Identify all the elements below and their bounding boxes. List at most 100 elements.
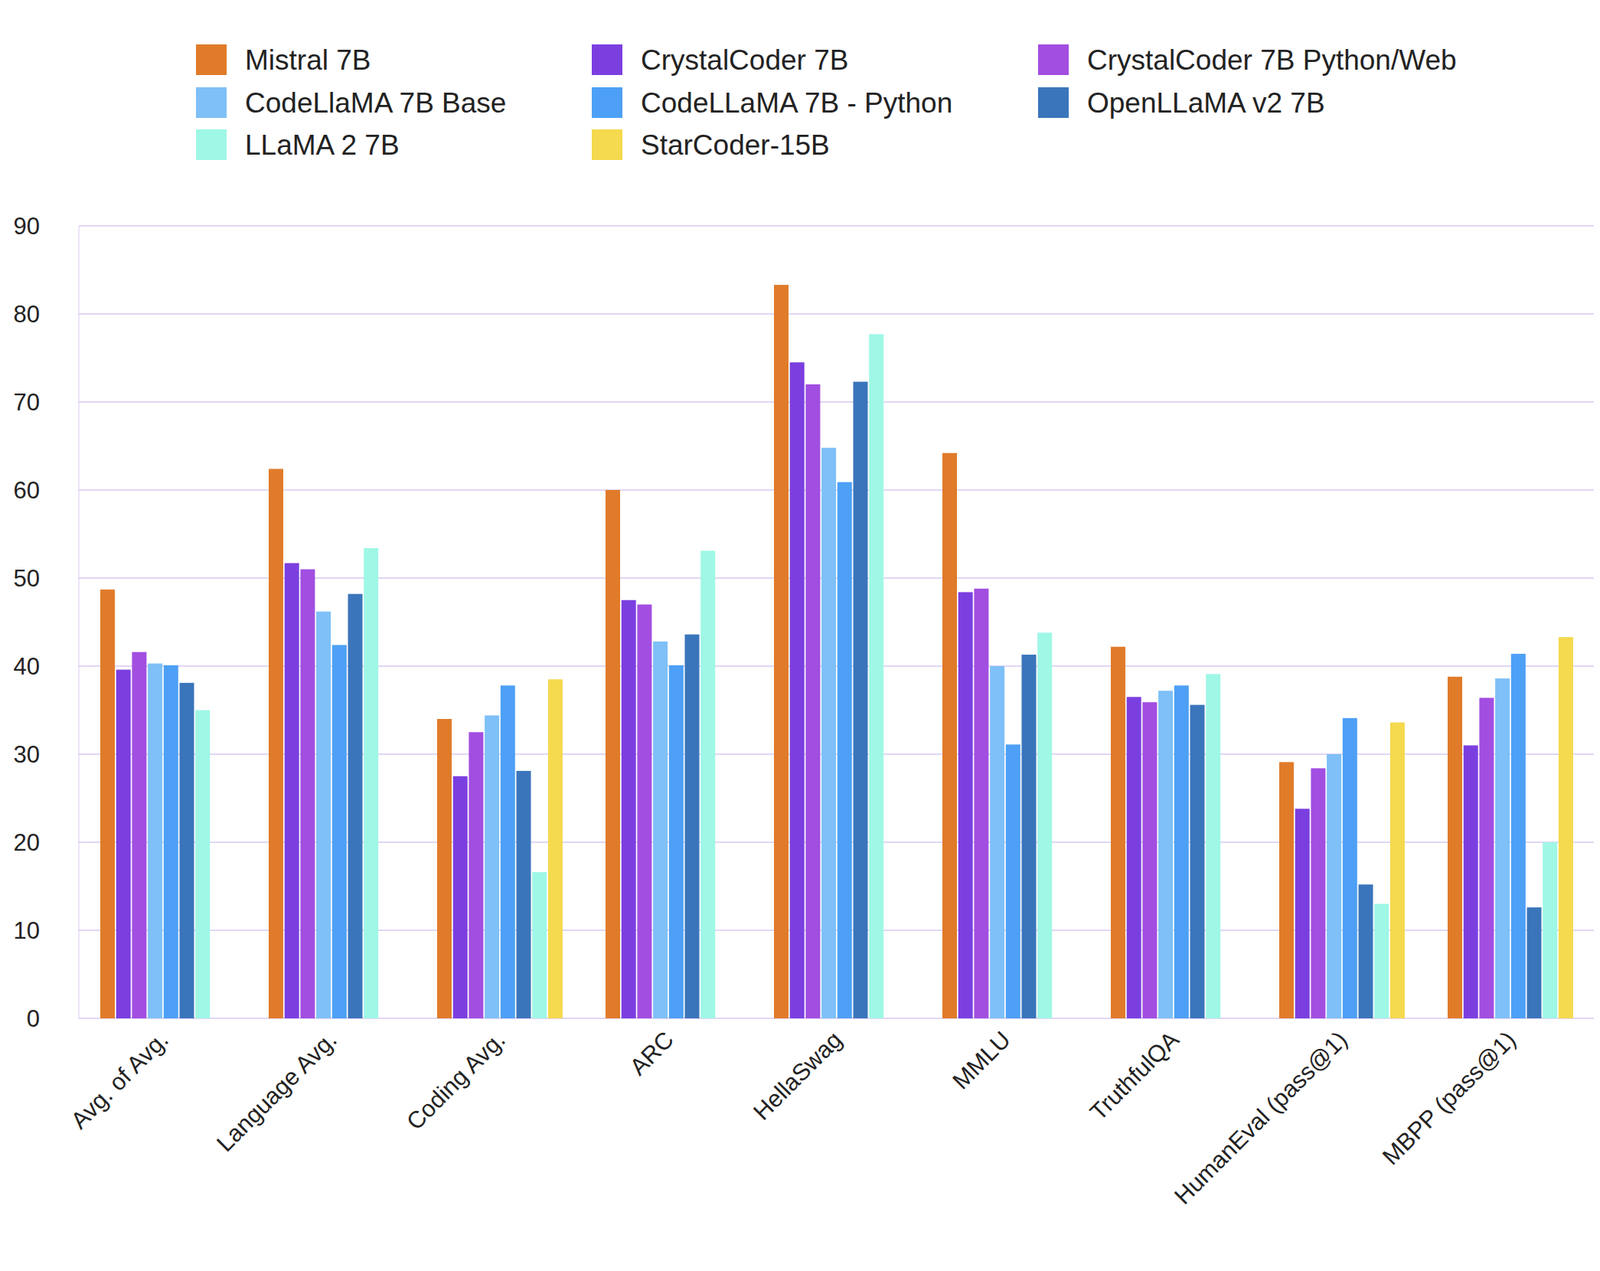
- bar: [773, 284, 789, 1019]
- bar: [653, 641, 668, 1019]
- y-tick-label: 50: [13, 564, 40, 592]
- bar: [548, 679, 563, 1019]
- bar: [1479, 697, 1494, 1019]
- bar: [805, 384, 820, 1019]
- grid: [78, 225, 1594, 1019]
- x-tick-label: Language Avg.: [211, 1025, 343, 1157]
- bar: [284, 562, 300, 1019]
- bar: [621, 600, 637, 1019]
- bar: [316, 611, 331, 1019]
- legend-swatch: [195, 44, 227, 76]
- bar: [348, 594, 363, 1019]
- legend-label: OpenLLaMA v2 7B: [1087, 87, 1326, 119]
- bar: [1542, 842, 1558, 1019]
- bar: [516, 770, 532, 1019]
- bar: [700, 550, 716, 1019]
- legend-swatch: [591, 44, 623, 76]
- bar: [1295, 808, 1310, 1019]
- bar: [1374, 904, 1389, 1019]
- grid-line: [78, 401, 1594, 402]
- bar: [1022, 654, 1037, 1019]
- bar: [116, 669, 131, 1019]
- y-tick-label: 30: [13, 741, 40, 768]
- x-tick-label: Coding Avg.: [401, 1025, 511, 1136]
- grid-line: [78, 225, 1594, 226]
- y-tick-label: 20: [13, 829, 40, 856]
- bar: [1190, 705, 1205, 1019]
- y-tick-label: 60: [13, 476, 40, 504]
- bar: [1358, 884, 1374, 1019]
- legend-label: CodeLlaMA 7B Base: [244, 87, 507, 119]
- legend-swatch: [195, 129, 227, 160]
- bar: [268, 468, 284, 1019]
- x-tick-label: MMLU: [946, 1025, 1016, 1094]
- y-tick-label: 40: [13, 653, 40, 680]
- bar: [669, 665, 684, 1019]
- bar: [605, 489, 621, 1019]
- grid-line: [78, 313, 1594, 314]
- y-tick-label: 90: [13, 212, 40, 240]
- x-tick-label: HellaSwag: [747, 1025, 848, 1126]
- bar: [790, 362, 805, 1019]
- bar: [332, 644, 347, 1019]
- x-tick-label: TruthfulQA: [1084, 1025, 1185, 1126]
- legend-label: StarCoder-15B: [640, 129, 830, 161]
- legend-label: CrystalCoder 7B: [640, 44, 849, 76]
- bar: [1463, 745, 1479, 1019]
- bar: [1126, 696, 1142, 1019]
- bar: [1447, 676, 1463, 1019]
- bar: [300, 569, 315, 1019]
- bar: [453, 776, 468, 1019]
- bar: [1037, 632, 1052, 1019]
- x-tick-label: MBPP (pass@1): [1377, 1025, 1522, 1170]
- bar: [1110, 646, 1126, 1019]
- legend-swatch: [591, 87, 623, 118]
- bar: [1390, 722, 1405, 1019]
- bar: [1558, 636, 1574, 1019]
- bar: [958, 591, 974, 1019]
- chart: 0 10 20 30 40 50 60 70 80 90 Avg. of Avg. Language …: [0, 0, 1600, 1271]
- legend-label: CrystalCoder 7B Python/Web: [1087, 44, 1457, 76]
- bars: [100, 284, 1574, 1019]
- bar: [868, 333, 884, 1019]
- bar: [179, 682, 195, 1019]
- x-tick-label: HumanEval (pass@1): [1168, 1025, 1352, 1209]
- bar: [942, 453, 957, 1019]
- legend-label: CodeLLaMA 7B - Python: [640, 87, 953, 119]
- bar: [500, 685, 516, 1019]
- bar: [195, 710, 210, 1019]
- bar: [131, 652, 147, 1019]
- bar: [1310, 767, 1326, 1019]
- bar: [973, 588, 989, 1019]
- bar: [532, 871, 547, 1019]
- legend-swatch: [195, 87, 227, 118]
- bar: [1495, 678, 1510, 1019]
- x-tick-label: Avg. of Avg.: [65, 1025, 174, 1134]
- bar: [1174, 685, 1189, 1019]
- y-axis-line: [78, 225, 80, 1019]
- bar: [1279, 761, 1294, 1019]
- bar: [837, 482, 853, 1019]
- bar: [100, 589, 115, 1019]
- bar: [484, 715, 500, 1019]
- legend-swatch: [591, 129, 623, 160]
- bar: [1142, 702, 1157, 1019]
- bar: [437, 718, 452, 1019]
- bar: [1527, 907, 1542, 1019]
- x-tick-label: ARC: [624, 1025, 680, 1081]
- bar: [1326, 754, 1342, 1019]
- bar: [147, 663, 163, 1019]
- y-tick-label: 70: [13, 388, 40, 416]
- grid-line: [78, 489, 1594, 490]
- bar: [1342, 718, 1358, 1019]
- bar: [821, 447, 836, 1019]
- bar: [468, 731, 484, 1019]
- y-tick-label: 10: [13, 917, 40, 944]
- y-tick-label: 0: [26, 1005, 40, 1032]
- bar: [1158, 690, 1173, 1019]
- bar: [1005, 744, 1021, 1019]
- y-tick-label: 80: [13, 300, 40, 328]
- legend-label: Mistral 7B: [244, 44, 371, 76]
- bar: [989, 666, 1005, 1019]
- bar: [1511, 653, 1526, 1019]
